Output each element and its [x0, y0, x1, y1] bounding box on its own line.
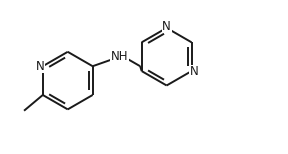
Text: NH: NH [111, 50, 128, 63]
Text: N: N [162, 20, 171, 33]
Text: N: N [36, 60, 45, 73]
Text: N: N [190, 65, 199, 78]
